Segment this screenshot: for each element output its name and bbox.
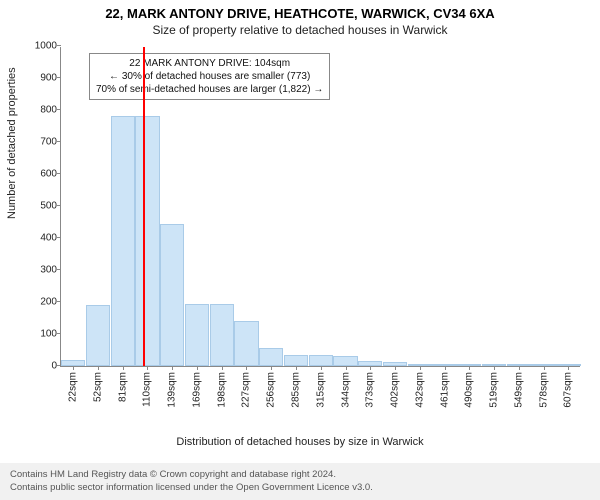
page-subtitle: Size of property relative to detached ho… (0, 21, 600, 39)
y-tick-mark (57, 205, 61, 206)
y-tick-mark (57, 77, 61, 78)
y-tick-mark (57, 269, 61, 270)
footer: Contains HM Land Registry data © Crown c… (0, 463, 600, 500)
histogram-bar (284, 355, 308, 366)
x-tick-mark (420, 366, 421, 370)
annotation-line-1: 22 MARK ANTONY DRIVE: 104sqm (96, 57, 323, 70)
y-tick-mark (57, 45, 61, 46)
x-tick-mark (445, 366, 446, 370)
histogram-bar (185, 304, 209, 366)
x-tick-mark (395, 366, 396, 370)
y-tick-label: 700 (17, 137, 57, 148)
x-tick-label: 139sqm (167, 372, 178, 408)
x-tick-mark (222, 366, 223, 370)
footer-line-2: Contains public sector information licen… (10, 482, 590, 494)
y-tick-label: 0 (17, 361, 57, 372)
x-tick-label: 607sqm (563, 372, 574, 408)
x-tick-mark (494, 366, 495, 370)
x-tick-label: 198sqm (216, 372, 227, 408)
x-tick-mark (346, 366, 347, 370)
chart-container: Number of detached properties 22 MARK AN… (0, 39, 600, 419)
footer-line-1: Contains HM Land Registry data © Crown c… (10, 469, 590, 481)
histogram-bar (210, 304, 234, 366)
x-tick-label: 519sqm (489, 372, 500, 408)
x-tick-mark (123, 366, 124, 370)
x-tick-mark (73, 366, 74, 370)
x-tick-mark (246, 366, 247, 370)
y-tick-mark (57, 333, 61, 334)
y-tick-label: 1000 (17, 41, 57, 52)
histogram-bar (86, 305, 110, 366)
y-tick-label: 300 (17, 265, 57, 276)
x-tick-mark (271, 366, 272, 370)
x-tick-mark (519, 366, 520, 370)
y-tick-label: 600 (17, 169, 57, 180)
y-tick-mark (57, 141, 61, 142)
x-tick-label: 81sqm (117, 372, 128, 402)
x-tick-label: 578sqm (538, 372, 549, 408)
y-tick-mark (57, 301, 61, 302)
x-tick-label: 227sqm (241, 372, 252, 408)
x-tick-label: 432sqm (414, 372, 425, 408)
x-tick-mark (568, 366, 569, 370)
y-tick-label: 100 (17, 329, 57, 340)
y-tick-label: 900 (17, 73, 57, 84)
x-tick-mark (197, 366, 198, 370)
x-tick-mark (321, 366, 322, 370)
histogram-bar (160, 224, 184, 366)
histogram-bar (309, 355, 333, 366)
x-tick-mark (469, 366, 470, 370)
y-tick-mark (57, 237, 61, 238)
histogram-bar (111, 116, 135, 366)
page-title: 22, MARK ANTONY DRIVE, HEATHCOTE, WARWIC… (0, 0, 600, 21)
y-tick-label: 500 (17, 201, 57, 212)
plot-area: 22 MARK ANTONY DRIVE: 104sqm ← 30% of de… (60, 47, 580, 367)
histogram-bar (333, 356, 357, 366)
x-tick-label: 549sqm (513, 372, 524, 408)
x-tick-label: 344sqm (340, 372, 351, 408)
x-tick-mark (544, 366, 545, 370)
x-tick-label: 402sqm (390, 372, 401, 408)
x-tick-label: 490sqm (464, 372, 475, 408)
x-tick-label: 373sqm (365, 372, 376, 408)
x-tick-mark (147, 366, 148, 370)
y-tick-label: 200 (17, 297, 57, 308)
x-axis-label: Distribution of detached houses by size … (0, 436, 600, 448)
y-tick-label: 400 (17, 233, 57, 244)
annotation-box: 22 MARK ANTONY DRIVE: 104sqm ← 30% of de… (89, 53, 330, 100)
x-tick-mark (172, 366, 173, 370)
x-tick-label: 256sqm (266, 372, 277, 408)
x-tick-mark (296, 366, 297, 370)
histogram-bar (135, 116, 159, 366)
x-tick-label: 52sqm (92, 372, 103, 402)
histogram-bar (259, 348, 283, 366)
x-tick-label: 22sqm (68, 372, 79, 402)
marker-line (143, 47, 145, 366)
annotation-line-2: ← 30% of detached houses are smaller (77… (96, 70, 323, 83)
x-tick-mark (370, 366, 371, 370)
annotation-line-3: 70% of semi-detached houses are larger (… (96, 83, 323, 96)
x-tick-mark (98, 366, 99, 370)
x-tick-label: 461sqm (439, 372, 450, 408)
y-tick-mark (57, 109, 61, 110)
y-tick-mark (57, 173, 61, 174)
x-tick-label: 169sqm (191, 372, 202, 408)
histogram-bar (234, 321, 258, 366)
x-tick-label: 315sqm (315, 372, 326, 408)
y-tick-label: 800 (17, 105, 57, 116)
x-tick-label: 285sqm (290, 372, 301, 408)
x-tick-label: 110sqm (142, 372, 153, 407)
